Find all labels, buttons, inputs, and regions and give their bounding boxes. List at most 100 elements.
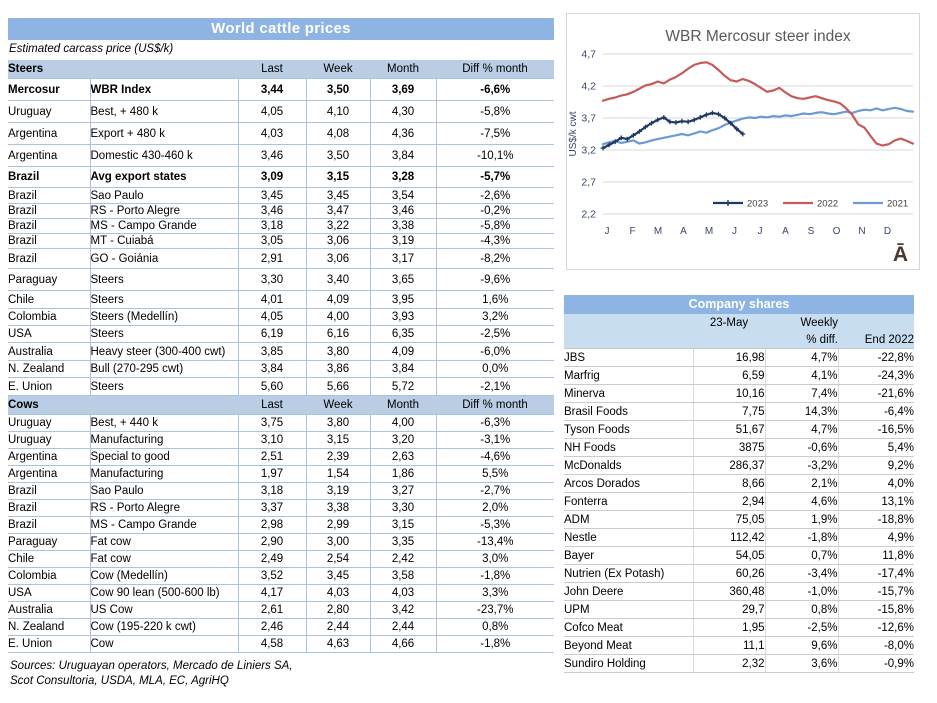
cell-country: N. Zealand	[8, 360, 90, 378]
cell-price: 75,05	[692, 510, 765, 529]
cell-week: 6,16	[305, 325, 371, 343]
cell-name: Nestle	[564, 528, 693, 547]
cell-end: -15,8%	[837, 600, 914, 619]
table-row: John Deere 360,48 -1,0% -15,7%	[564, 582, 914, 601]
cell-week: 2,99	[305, 516, 371, 534]
cell-week: 3,15	[305, 431, 371, 449]
panel-subtitle: Estimated carcass price (US$/k)	[9, 43, 174, 55]
table-row: Bayer 54,05 0,7% 11,8%	[564, 546, 914, 565]
cell-weekly: -3,2%	[764, 456, 838, 475]
cell-country: USA	[8, 584, 90, 602]
cell-end: -6,4%	[837, 402, 914, 421]
cell-country: N. Zealand	[8, 618, 90, 636]
table-row: Brazil RS - Porto Alegre 3,37 3,38 3,30 2,0%	[8, 499, 555, 517]
cell-desc: Steers (Medellín)	[89, 308, 239, 326]
cell-weekly: 9,6%	[764, 636, 838, 655]
cell-month: 4,00	[369, 414, 437, 432]
cell-last: 2,98	[237, 516, 307, 534]
cell-desc: WBR Index	[89, 78, 239, 101]
cows-section: Cows Last Week Month Diff % month Uruguay Best…	[8, 395, 555, 653]
table-row: Argentina Special to good 2,51 2,39 2,63 -4,6…	[8, 448, 555, 466]
table-row: Paraguay Fat cow 2,90 3,00 3,35 -13,4%	[8, 533, 555, 551]
cell-desc: Sao Paulo	[89, 187, 239, 204]
cell-month: 3,46	[369, 203, 437, 219]
cell-diff: -5,7%	[435, 166, 555, 188]
agrihq-logo-mark: Ā	[893, 243, 908, 266]
cell-country: Paraguay	[8, 533, 90, 551]
table-row: Nutrien (Ex Potash) 60,26 -3,4% -17,4%	[564, 564, 914, 583]
empty-header-cell	[693, 331, 765, 349]
x-tick-label: M	[705, 226, 713, 237]
cell-desc: Cow (195-220 k cwt)	[89, 618, 239, 636]
cell-country: Argentina	[8, 144, 90, 167]
cell-end: -8,0%	[837, 636, 914, 655]
panel-title: World cattle prices	[8, 18, 554, 40]
x-tick-label: J	[605, 226, 610, 237]
cell-weekly: 0,8%	[764, 600, 838, 619]
cell-desc: RS - Porto Alegre	[89, 499, 239, 517]
column-header: Month	[370, 395, 437, 415]
cell-last: 3,45	[237, 187, 307, 204]
cell-diff: 0,8%	[435, 618, 555, 636]
table-row: Cofco Meat 1,95 -2,5% -12,6%	[564, 618, 914, 637]
cell-diff: -2,7%	[435, 482, 555, 500]
cell-week: 4,03	[305, 584, 371, 602]
cell-diff: -1,8%	[435, 635, 555, 653]
table-row: USA Cow 90 lean (500-600 lb) 4,17 4,03 4,03 3…	[8, 584, 555, 602]
cell-diff: 1,6%	[435, 290, 555, 309]
table-row: N. Zealand Bull (270-295 cwt) 3,84 3,86 3,84…	[8, 360, 555, 378]
x-tick-label: S	[808, 226, 815, 237]
column-header-date: 23-May	[693, 314, 765, 331]
cell-diff: -1,8%	[435, 567, 555, 585]
chart-title: WBR Mercosur steer index	[665, 28, 850, 45]
table-row: Tyson Foods 51,67 4,7% -16,5%	[564, 420, 914, 439]
cell-month: 3,84	[369, 144, 437, 167]
cell-diff: 2,0%	[435, 499, 555, 517]
cell-name: Arcos Dorados	[564, 474, 693, 493]
cell-week: 4,10	[305, 100, 371, 123]
cell-desc: Best, + 440 k	[89, 414, 239, 432]
cell-end: 4,9%	[837, 528, 914, 547]
cell-week: 5,66	[305, 377, 371, 396]
cell-last: 2,91	[237, 248, 307, 269]
shares-body: JBS 16,98 4,7% -22,8% Marfrig 6,59 4,1% -24,3% M…	[564, 348, 914, 673]
cell-country: Mercosur	[8, 78, 90, 101]
table-row: Brazil Sao Paulo 3,18 3,19 3,27 -2,7%	[8, 482, 555, 500]
cell-diff: 3,0%	[435, 550, 555, 568]
cell-country: Chile	[8, 290, 90, 309]
cell-weekly: -0,6%	[764, 438, 838, 457]
table-row: Uruguay Best, + 480 k 4,05 4,10 4,30 -5,8%	[8, 100, 555, 123]
section-title: Cows	[8, 395, 239, 415]
cell-name: Brasil Foods	[564, 402, 693, 421]
cell-week: 3,45	[305, 187, 371, 204]
table-row: Minerva 10,16 7,4% -21,6%	[564, 384, 914, 403]
cell-month: 5,72	[369, 377, 437, 396]
cell-month: 3,30	[369, 499, 437, 517]
column-header: Last	[238, 395, 307, 415]
cell-week: 3,86	[305, 360, 371, 378]
cell-weekly: 2,1%	[764, 474, 838, 493]
cell-end: -22,8%	[837, 348, 914, 367]
cell-name: Fonterra	[564, 492, 693, 511]
y-tick-label: 4,2	[581, 81, 596, 93]
cell-price: 112,42	[692, 528, 765, 547]
cell-month: 3,19	[369, 233, 437, 249]
table-row: Chile Fat cow 2,49 2,54 2,42 3,0%	[8, 550, 555, 568]
x-tick-label: A	[680, 226, 687, 237]
cell-name: Beyond Meat	[564, 636, 693, 655]
table-row: Colombia Cow (Medellín) 3,52 3,45 3,58 -1,8%	[8, 567, 555, 585]
cell-diff: 5,5%	[435, 465, 555, 483]
x-tick-label: M	[654, 226, 662, 237]
empty-header-cell	[564, 314, 693, 331]
column-header: Week	[306, 60, 371, 79]
sources-line-1: Sources: Uruguayan operators, Mercado de…	[10, 660, 293, 672]
cell-last: 4,05	[237, 100, 307, 123]
legend-label-2023: 2023	[747, 199, 768, 210]
table-row: Marfrig 6,59 4,1% -24,3%	[564, 366, 914, 385]
cell-week: 4,63	[305, 635, 371, 653]
cell-country: Brazil	[8, 203, 90, 219]
cell-month: 3,28	[369, 166, 437, 188]
cell-diff: -5,8%	[435, 100, 555, 123]
table-row: Beyond Meat 11,1 9,6% -8,0%	[564, 636, 914, 655]
